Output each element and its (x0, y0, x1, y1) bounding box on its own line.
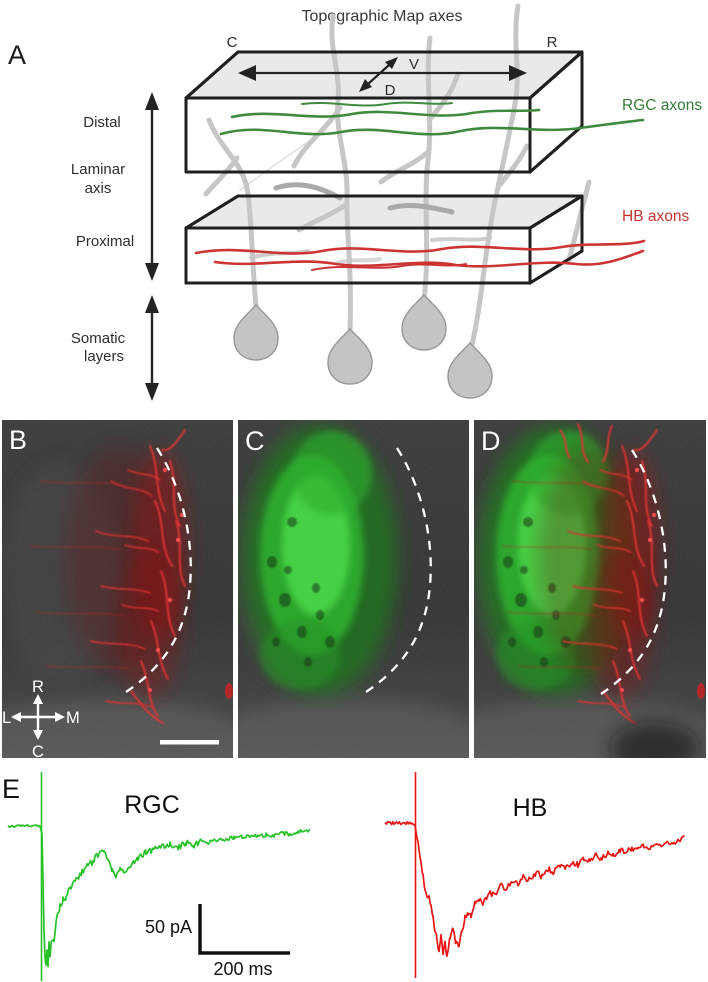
proximal-lamina-box (184, 194, 584, 285)
trace-label-rgc: RGC (124, 791, 180, 819)
laminar-axis-arrow (145, 92, 159, 281)
axis-label-c: C (227, 34, 238, 51)
panel-c-label: C (245, 426, 265, 456)
panel-b-micrograph: R L M C B (2, 420, 260, 761)
scalebar-time-label: 200 ms (213, 959, 272, 979)
panel-d-dark-patch (610, 722, 700, 758)
trace-label-hb: HB (513, 794, 548, 822)
compass-label-m: M (66, 709, 80, 727)
axis-label-v: V (409, 56, 419, 73)
box-outlines (184, 50, 584, 285)
panel-d-micrograph: D (432, 420, 708, 758)
label-somatic-layers: layers (84, 348, 124, 365)
hb-axon-lines (194, 239, 646, 271)
scale-bar (160, 740, 219, 745)
hb-trace (384, 820, 685, 957)
legend-hb-axons: HB axons (622, 208, 689, 225)
tectal-cell-somata (233, 294, 493, 399)
label-proximal: Proximal (76, 233, 134, 250)
compass-label-r: R (32, 678, 44, 696)
panel-c-micrograph: C (196, 420, 496, 798)
somatic-layers-arrow (145, 295, 159, 401)
label-distal: Distal (83, 114, 121, 131)
rgc-axon-lines (219, 101, 645, 136)
label-laminar: Laminar (71, 161, 125, 178)
axis-label-r: R (547, 34, 558, 51)
scalebar-current-label: 50 pA (145, 917, 192, 937)
ventral-dorsal-arrow (359, 57, 398, 92)
axis-label-d: D (385, 82, 396, 99)
legend-rgc-axons: RGC axons (622, 97, 702, 114)
panel-a-schematic: Topographic Map axes A (8, 3, 702, 401)
orientation-compass (11, 694, 65, 740)
distal-lamina-box (184, 50, 584, 174)
figure-title: Topographic Map axes (302, 8, 463, 25)
label-laminar-axis: axis (85, 180, 112, 197)
trace-layer (7, 772, 685, 981)
panel-e-recordings: E RGC HB 50 pA 200 ms (2, 772, 685, 981)
panel-d-extra-red (559, 423, 613, 463)
rgc-trace (7, 824, 311, 968)
compass-label-c: C (32, 743, 44, 761)
caudal-rostral-arrow (238, 65, 527, 81)
compass-label-l: L (2, 709, 11, 727)
panel-e-label: E (2, 774, 20, 804)
scalebar-lines (198, 904, 290, 955)
label-somatic: Somatic (71, 330, 126, 347)
panel-d-label: D (481, 426, 501, 456)
panel-b-label: B (9, 425, 27, 455)
panel-a-label: A (8, 40, 26, 70)
